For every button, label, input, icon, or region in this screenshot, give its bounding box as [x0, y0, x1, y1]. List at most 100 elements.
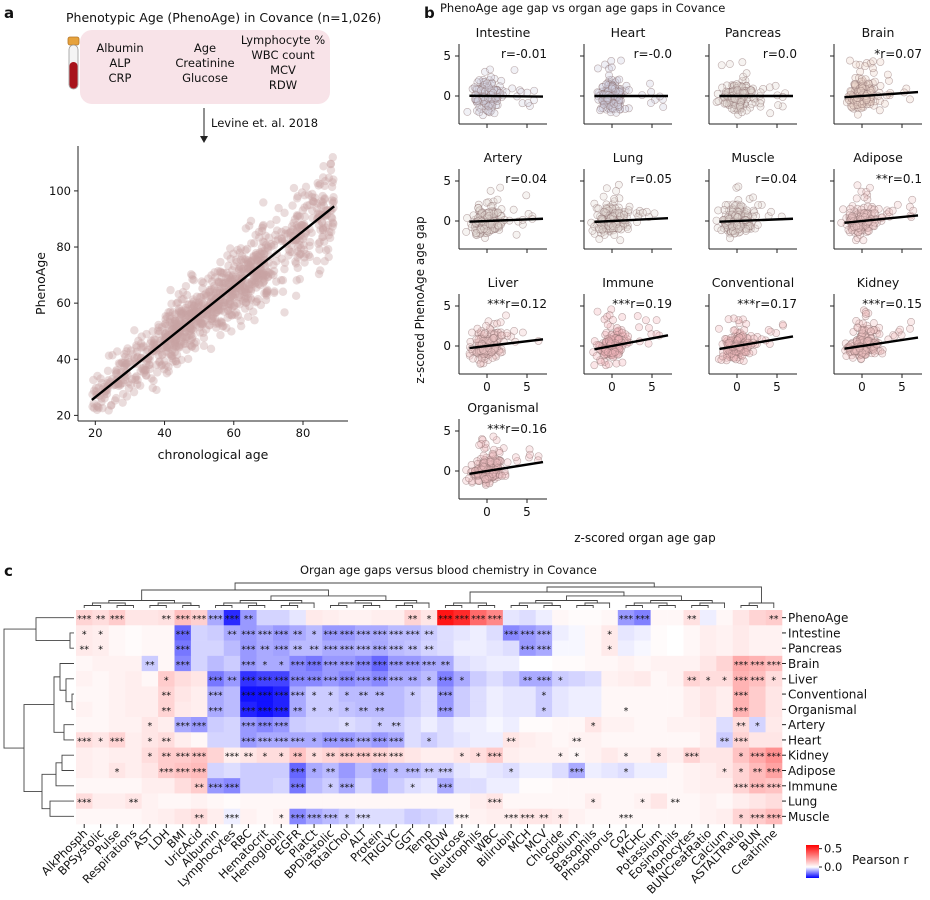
scatter-point: [487, 202, 496, 211]
scatter-points: [462, 432, 543, 489]
scatter-point: [479, 97, 488, 106]
scatter-point: [249, 251, 258, 261]
panel-c-letter: c: [4, 562, 13, 580]
biomarker-label: Albumin: [96, 41, 143, 55]
scatter-point: [218, 279, 227, 288]
scatter-point: [267, 269, 276, 279]
heatmap-cell: [223, 793, 241, 810]
dendrogram-link: [49, 800, 74, 817]
scatter-point: [472, 229, 481, 237]
heatmap-cell: [749, 701, 766, 718]
scatter-point: [289, 183, 299, 193]
heatmap-cell: [141, 793, 159, 810]
scatter-point: [267, 239, 276, 249]
scatter-point: [169, 341, 179, 350]
scatter-point: [157, 322, 167, 332]
scatter-point: [475, 108, 484, 117]
scatter-point: [257, 271, 267, 280]
scatter-point: [295, 274, 305, 284]
heatmap-cell: [108, 625, 126, 641]
scatter-point: [300, 212, 310, 221]
heatmap-cell: [584, 686, 602, 703]
scatter-point: [259, 277, 268, 287]
scatter-point: [236, 293, 245, 302]
scatter-point: [633, 312, 642, 320]
scatter-point: [295, 249, 305, 258]
heatmap-cell: [667, 640, 684, 657]
significance-mark: ***: [422, 660, 437, 671]
scatter-point: [256, 269, 265, 278]
significance-mark: ***: [176, 767, 191, 778]
scatter-point: [228, 277, 237, 286]
scatter-point: [181, 281, 191, 291]
scatter-point: [209, 295, 219, 305]
heatmap-cell: [601, 747, 619, 764]
scatter-point: [236, 316, 245, 325]
scatter-point: [236, 321, 246, 331]
scatter-point: [490, 109, 499, 118]
scatter-point: [182, 290, 192, 300]
scatter-points: [587, 180, 659, 245]
significance-mark: **: [671, 798, 681, 809]
heatmap-cell: [502, 671, 520, 687]
scatter-point: [494, 208, 502, 217]
heatmap-cell: [470, 625, 487, 641]
significance-mark: *: [476, 752, 481, 763]
heatmap-cell: [207, 732, 225, 748]
scatter-point: [220, 282, 230, 291]
scatter-point: [166, 315, 175, 324]
scatter-point: [219, 301, 229, 310]
scatter-point: [261, 231, 270, 240]
scatter-point: [175, 341, 184, 350]
heatmap-cell: [223, 717, 241, 733]
significance-mark: *: [607, 629, 612, 640]
heatmap-cell: [749, 625, 766, 641]
heatmap-cell: [568, 625, 586, 641]
scatter-point: [207, 285, 216, 294]
scatter-point: [878, 349, 887, 358]
scatter-point: [89, 375, 98, 385]
scatter-point: [187, 342, 196, 351]
dendrogram-link: [691, 605, 709, 608]
scatter-point: [314, 239, 323, 248]
heatmap-cell: [371, 610, 389, 626]
scatter-point: [169, 324, 178, 334]
heatmap-cell: [650, 671, 668, 687]
scatter-point: [236, 284, 245, 294]
subplot-title: Adipose: [853, 150, 903, 165]
heatmap-cell: [125, 732, 142, 748]
scatter-point: [299, 232, 309, 241]
scatter-point: [192, 292, 202, 301]
scatter-point: [255, 268, 264, 277]
scatter-point: [195, 315, 204, 325]
significance-mark: *: [771, 675, 776, 686]
significance-mark: ***: [734, 675, 749, 686]
heatmap-cell: [404, 808, 422, 825]
scatter-point: [313, 209, 323, 218]
scatter-point: [187, 309, 196, 318]
heatmap-cell: [519, 762, 537, 779]
scatter-point: [526, 450, 534, 459]
scatter-point: [167, 319, 177, 328]
scatter-point: [272, 257, 281, 266]
scatter-point: [258, 272, 268, 281]
significance-mark: *: [279, 813, 284, 824]
scatter-point: [160, 343, 170, 352]
heatmap-cell: [650, 762, 668, 779]
significance-mark: *: [98, 629, 103, 640]
scatter-point: [189, 295, 198, 304]
scatter-point: [312, 256, 322, 266]
significance-mark: ***: [356, 645, 371, 656]
scatter-point: [188, 271, 197, 280]
scatter-point: [171, 336, 181, 346]
scatter-point: [171, 316, 180, 325]
significance-mark: *: [574, 752, 579, 763]
scatter-point: [163, 312, 172, 322]
subplot-adipose: Adipose**r=0.1: [830, 150, 922, 253]
scatter-point: [119, 363, 129, 372]
heatmap-cell: [420, 778, 438, 794]
significance-mark: ***: [734, 736, 749, 747]
heatmap-cell: [749, 732, 766, 748]
significance-mark: ***: [291, 660, 306, 671]
